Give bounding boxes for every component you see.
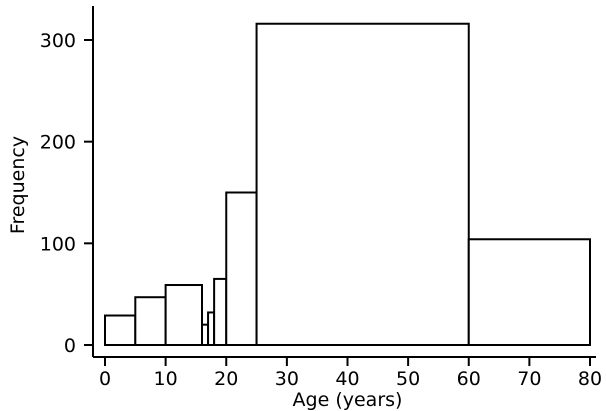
x-tick-label-20: 20 [214,368,238,390]
histogram-bar-2 [166,285,202,345]
x-tick-label-70: 70 [517,368,541,390]
x-ticks-group: 0 10 20 30 40 50 60 70 80 [99,357,602,390]
histogram-bar-5 [214,279,226,345]
x-tick-label-10: 10 [154,368,178,390]
y-axis-title: Frequency [7,136,29,234]
x-tick-label-30: 30 [275,368,299,390]
y-tick-label-100: 100 [40,233,76,255]
bars-group [105,24,590,345]
y-ticks-group: 0 100 200 300 [40,30,93,357]
y-tick-label-0: 0 [64,335,76,357]
histogram-bar-6 [226,193,256,346]
x-tick-label-0: 0 [99,368,111,390]
histogram-bar-8 [469,239,590,345]
y-tick-label-300: 300 [40,30,76,52]
x-tick-label-60: 60 [457,368,481,390]
y-tick-label-200: 200 [40,132,76,154]
x-tick-label-50: 50 [396,368,420,390]
x-axis-title: Age (years) [293,389,403,411]
histogram-bar-7 [257,24,469,345]
histogram-bar-0 [105,316,135,345]
histogram-bar-1 [135,297,165,345]
x-tick-label-80: 80 [578,368,602,390]
x-tick-label-40: 40 [335,368,359,390]
